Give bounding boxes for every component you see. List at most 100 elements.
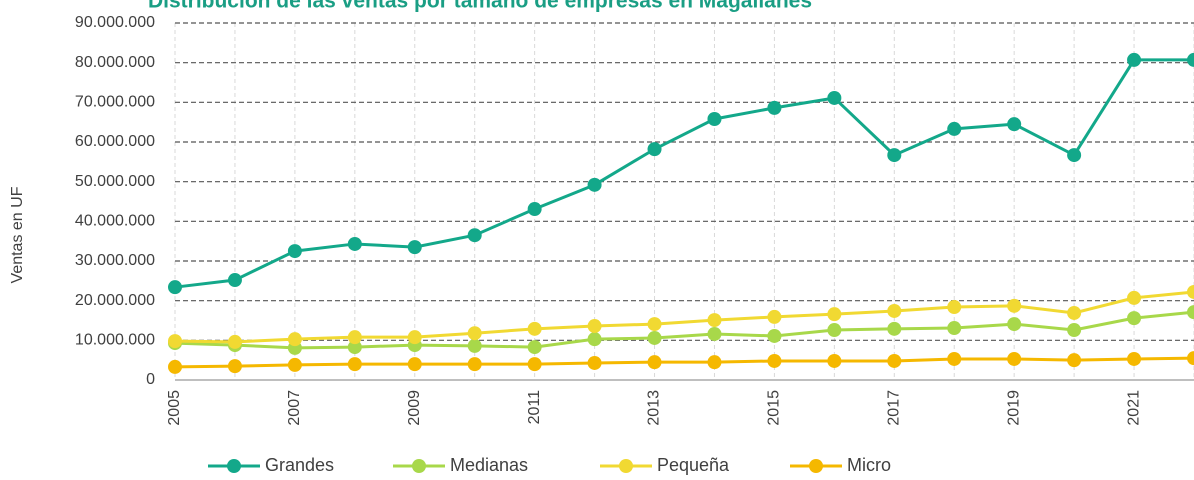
y-tick-label: 10.000.000: [75, 332, 155, 349]
legend-label: Micro: [847, 455, 891, 475]
x-tick-label: 2011: [526, 390, 543, 425]
data-point: [467, 228, 482, 243]
legend-label: Grandes: [265, 455, 334, 475]
y-tick-label: 70.000.000: [75, 94, 155, 111]
data-point: [1187, 351, 1194, 366]
data-point: [947, 321, 962, 336]
data-point: [1127, 351, 1142, 366]
legend-marker: [227, 459, 241, 473]
data-point: [887, 353, 902, 368]
data-point: [887, 321, 902, 336]
data-point: [407, 240, 422, 255]
data-point: [347, 330, 362, 345]
chart-title: Distribución de las ventas por tamaño de…: [148, 0, 812, 13]
data-point: [1187, 284, 1194, 299]
data-point: [1127, 311, 1142, 326]
data-point: [1067, 305, 1082, 320]
data-point: [707, 313, 722, 328]
data-point: [227, 334, 242, 349]
series-line: [174, 58, 1194, 289]
legend-label: Medianas: [450, 455, 528, 475]
data-point: [707, 355, 722, 370]
data-point: [1187, 52, 1194, 67]
data-point: [647, 355, 662, 370]
data-point: [587, 355, 602, 370]
data-point: [827, 353, 842, 368]
data-point: [1067, 148, 1082, 163]
data-point: [1007, 117, 1022, 132]
data-point: [827, 323, 842, 338]
data-point: [1007, 317, 1022, 332]
data-point: [587, 332, 602, 347]
data-point: [827, 90, 842, 105]
y-tick-label: 80.000.000: [75, 54, 155, 71]
data-point: [1007, 298, 1022, 313]
x-tick-label: 2015: [766, 390, 783, 426]
data-point: [707, 111, 722, 126]
data-point: [407, 357, 422, 372]
data-point: [527, 357, 542, 372]
data-point: [227, 273, 242, 288]
data-point: [227, 359, 242, 374]
data-point: [287, 332, 302, 347]
data-point: [1067, 353, 1082, 368]
legend-marker: [619, 459, 633, 473]
data-point: [347, 236, 362, 251]
legend-marker: [809, 459, 823, 473]
x-tick-label: 2005: [166, 390, 183, 426]
data-point: [947, 121, 962, 136]
legend-marker: [412, 459, 426, 473]
x-tick-label: 2007: [286, 390, 303, 426]
data-point: [347, 357, 362, 372]
data-point: [407, 330, 422, 345]
y-tick-label: 20.000.000: [75, 292, 155, 309]
data-point: [947, 300, 962, 315]
data-point: [767, 100, 782, 115]
data-point: [467, 357, 482, 372]
data-point: [1007, 351, 1022, 366]
data-point: [587, 319, 602, 334]
y-tick-label: 30.000.000: [75, 252, 155, 269]
series-line: [174, 290, 1194, 344]
data-point: [527, 202, 542, 217]
data-point: [647, 142, 662, 157]
data-point: [168, 359, 182, 374]
x-tick-label: 2019: [1005, 390, 1022, 426]
data-point: [767, 353, 782, 368]
data-point: [827, 307, 842, 322]
data-point: [1127, 290, 1142, 305]
data-point: [287, 357, 302, 372]
data-point: [168, 334, 182, 349]
y-tick-label: 50.000.000: [75, 173, 155, 190]
x-tick-label: 2013: [646, 390, 663, 426]
data-point: [287, 244, 302, 259]
data-point: [767, 309, 782, 324]
x-tick-label: 2021: [1125, 390, 1142, 426]
data-point: [647, 317, 662, 332]
series-line: [174, 356, 1194, 369]
y-tick-label: 40.000.000: [75, 213, 155, 230]
data-point: [467, 326, 482, 341]
data-point: [887, 303, 902, 318]
data-point: [467, 338, 482, 353]
data-point: [647, 330, 662, 345]
data-point: [527, 340, 542, 355]
data-point: [168, 280, 182, 295]
data-point: [347, 340, 362, 355]
data-point: [1187, 305, 1194, 320]
data-point: [587, 177, 602, 192]
data-point: [1127, 52, 1142, 67]
y-tick-label: 60.000.000: [75, 133, 155, 150]
data-point: [707, 326, 722, 341]
y-tick-label: 0: [146, 371, 155, 388]
y-tick-label: 90.000.000: [75, 14, 155, 31]
data-point: [887, 148, 902, 163]
data-point: [947, 351, 962, 366]
legend-label: Pequeña: [657, 455, 730, 475]
x-tick-label: 2017: [886, 390, 903, 426]
data-point: [527, 321, 542, 336]
x-tick-label: 2009: [406, 390, 423, 426]
data-point: [1067, 323, 1082, 338]
series-line: [174, 310, 1194, 350]
